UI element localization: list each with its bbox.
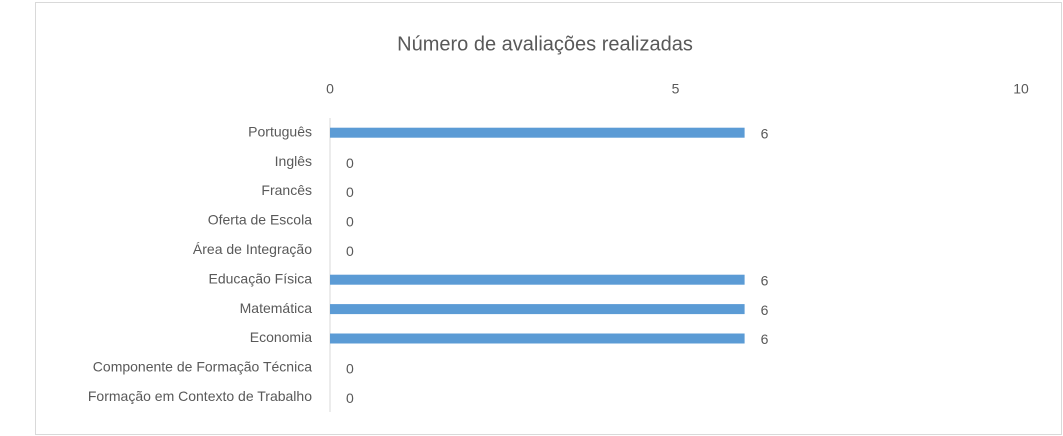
data-label: 0 bbox=[346, 184, 354, 200]
y-tick-label: Matemática bbox=[240, 300, 313, 316]
y-tick-label: Educação Física bbox=[209, 270, 313, 286]
data-label: 6 bbox=[761, 125, 769, 141]
bar bbox=[330, 304, 745, 315]
data-label: 6 bbox=[761, 302, 769, 318]
y-tick-label: Oferta de Escola bbox=[208, 212, 312, 228]
x-tick-label: 5 bbox=[672, 81, 680, 97]
chart-border bbox=[35, 2, 1062, 435]
data-label: 0 bbox=[346, 155, 354, 171]
y-tick-label: Componente de Formação Técnica bbox=[93, 359, 312, 375]
y-tick-label: Francês bbox=[261, 182, 312, 198]
data-label: 0 bbox=[346, 361, 354, 377]
chart-title: Número de avaliações realizadas bbox=[397, 33, 693, 55]
data-label: 6 bbox=[761, 331, 769, 347]
bar bbox=[330, 333, 745, 344]
y-tick-label: Formação em Contexto de Trabalho bbox=[88, 388, 312, 404]
y-tick-label: Economia bbox=[250, 329, 312, 345]
x-tick-label: 0 bbox=[326, 81, 334, 97]
data-label: 0 bbox=[346, 390, 354, 406]
data-label: 6 bbox=[761, 272, 769, 288]
y-tick-label: Área de Integração bbox=[193, 241, 312, 257]
bar bbox=[330, 127, 745, 138]
bar bbox=[330, 274, 745, 285]
y-tick-label: Português bbox=[248, 123, 312, 139]
x-tick-label: 10 bbox=[1013, 81, 1029, 97]
data-label: 0 bbox=[346, 243, 354, 259]
data-label: 0 bbox=[346, 214, 354, 230]
y-tick-label: Inglês bbox=[275, 153, 312, 169]
